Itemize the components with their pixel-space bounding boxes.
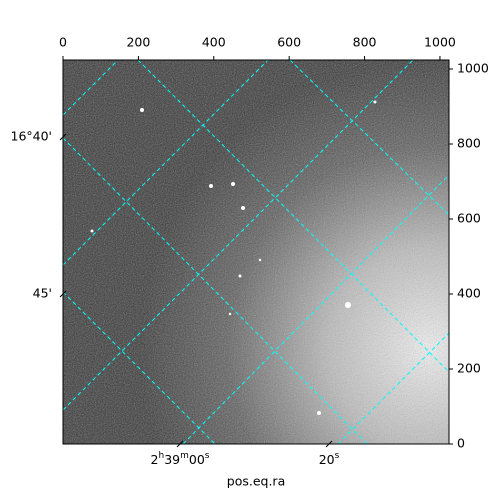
image xyxy=(63,60,449,444)
x-tick-label: 800 xyxy=(353,35,377,50)
world-x-tick-label: 2h39m00s xyxy=(151,451,210,467)
world-y-tick-label: 16°40' xyxy=(11,129,53,144)
coordinate-grid xyxy=(63,60,449,444)
y-tick-label: 0 xyxy=(457,436,465,451)
world-x-tick xyxy=(325,440,333,448)
x-tick-label: 600 xyxy=(277,35,301,50)
y-tick-label: 200 xyxy=(457,361,481,376)
world-x-tick-label: 20s xyxy=(319,451,340,467)
axes-frame xyxy=(62,59,450,445)
world-y-tick xyxy=(59,290,67,298)
y-tick-label: 1000 xyxy=(457,61,489,76)
x-tick-label: 400 xyxy=(202,35,226,50)
world-y-tick xyxy=(59,133,67,141)
x-tick-label: 1000 xyxy=(424,35,456,50)
x-tick-label: 0 xyxy=(59,35,67,50)
y-tick-label: 600 xyxy=(457,211,481,226)
y-tick-label: 400 xyxy=(457,286,481,301)
x-tick-label: 200 xyxy=(126,35,150,50)
y-tick-label: 800 xyxy=(457,136,481,151)
x-axis-label: pos.eq.ra xyxy=(227,474,285,489)
world-y-tick-label: 45' xyxy=(33,286,52,301)
world-x-tick xyxy=(176,440,184,448)
